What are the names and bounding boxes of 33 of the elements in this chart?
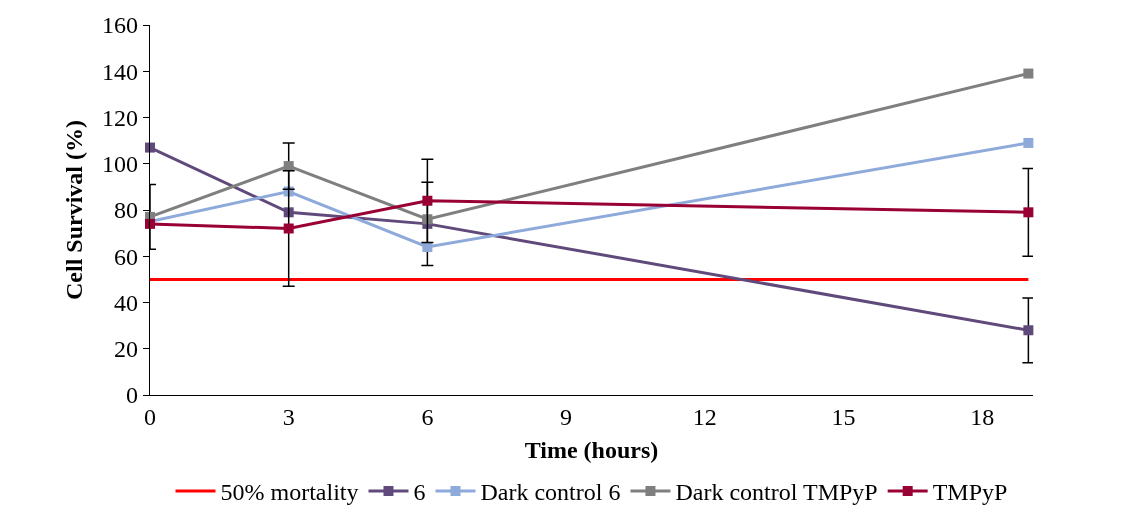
x-tick-label: 3: [282, 403, 295, 430]
point: [422, 195, 433, 206]
legend-label: Dark control 6: [480, 479, 621, 506]
y-tick-label: 80: [114, 197, 139, 224]
point: [422, 214, 433, 225]
y-tick-label: 100: [102, 151, 139, 178]
point: [145, 142, 155, 153]
y-tick-label: 40: [114, 289, 139, 316]
y-tick-label: 120: [102, 104, 139, 131]
point: [1023, 137, 1034, 148]
y-axis-title: Cell Survival (%): [61, 120, 88, 300]
x-tick-label: 9: [560, 403, 573, 430]
legend-label: 50% mortality: [220, 479, 359, 506]
y-tick-label: 160: [102, 12, 139, 39]
y-tick-label: 60: [114, 243, 139, 270]
point: [1023, 68, 1034, 79]
x-tick-label: 15: [831, 403, 856, 430]
point: [283, 223, 294, 234]
y-tick-label: 0: [126, 382, 139, 409]
legend-label: TMPyP: [932, 479, 1008, 506]
point: [1023, 325, 1034, 336]
legend-label: Dark control TMPyP: [675, 479, 878, 506]
point: [1023, 207, 1034, 218]
x-tick-label: 0: [144, 403, 156, 430]
x-tick-label: 6: [421, 403, 434, 430]
x-axis-title: Time (hours): [524, 437, 659, 464]
point: [422, 242, 433, 252]
point: [283, 207, 294, 218]
y-tick-label: 140: [102, 58, 139, 85]
x-tick-label: 12: [692, 403, 717, 430]
x-tick-label: 18: [970, 403, 995, 430]
y-tick-label: 20: [114, 336, 139, 363]
legend-label: 6: [413, 479, 426, 506]
